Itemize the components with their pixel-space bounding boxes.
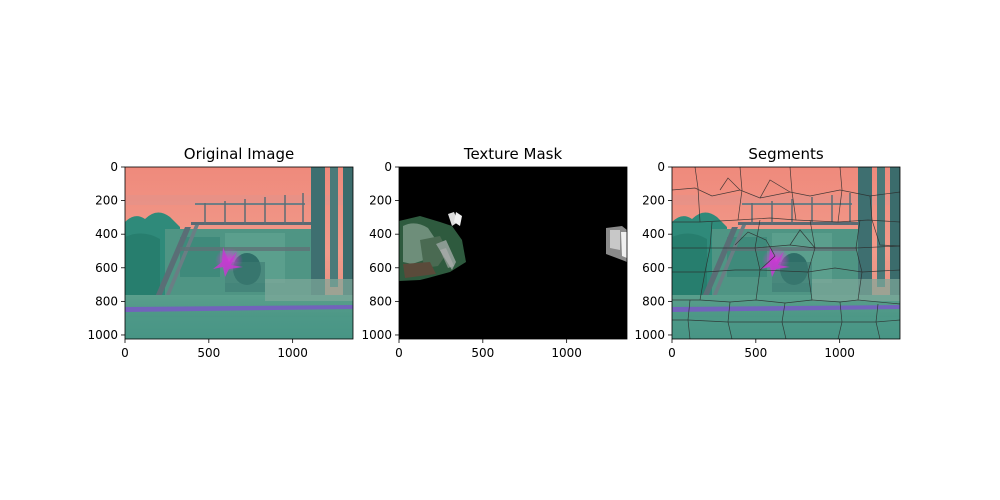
y-tick-label: 0 [657, 160, 665, 174]
y-tick-label: 600 [95, 261, 118, 275]
panel-title: Segments [748, 145, 824, 163]
x-tick-label: 1000 [551, 346, 582, 360]
y-tick-label: 1000 [87, 328, 118, 342]
y-tick-label: 1000 [361, 328, 392, 342]
y-tick-label: 0 [110, 160, 118, 174]
x-tick-label: 500 [197, 346, 220, 360]
panel-segments: Segments [634, 145, 901, 360]
axes-frame [671, 166, 901, 340]
y-tick-label: 400 [95, 227, 118, 241]
x-tick-label: 1000 [824, 346, 855, 360]
x-tick-label: 1000 [277, 346, 308, 360]
x-tick-label: 500 [744, 346, 767, 360]
x-tick-label: 0 [121, 346, 129, 360]
y-tick-label: 1000 [634, 328, 665, 342]
x-tick-label: 0 [668, 346, 676, 360]
y-tick-label: 600 [642, 261, 665, 275]
y-tick-label: 200 [642, 194, 665, 208]
x-tick-label: 0 [395, 346, 403, 360]
y-tick-label: 400 [369, 227, 392, 241]
y-tick-label: 0 [384, 160, 392, 174]
image-segments [672, 167, 900, 339]
y-tick-label: 800 [95, 294, 118, 308]
y-tick-label: 600 [369, 261, 392, 275]
y-tick-label: 800 [642, 294, 665, 308]
axes-frame [124, 166, 354, 340]
image-original [125, 167, 353, 339]
y-tick-label: 800 [369, 294, 392, 308]
y-tick-label: 200 [95, 194, 118, 208]
panel-title: Original Image [184, 145, 294, 163]
axes-frame [398, 166, 628, 340]
x-tick-label: 500 [471, 346, 494, 360]
image-texture-mask [399, 167, 627, 339]
y-tick-label: 200 [369, 194, 392, 208]
y-tick-label: 400 [642, 227, 665, 241]
panel-title: Texture Mask [463, 145, 563, 163]
